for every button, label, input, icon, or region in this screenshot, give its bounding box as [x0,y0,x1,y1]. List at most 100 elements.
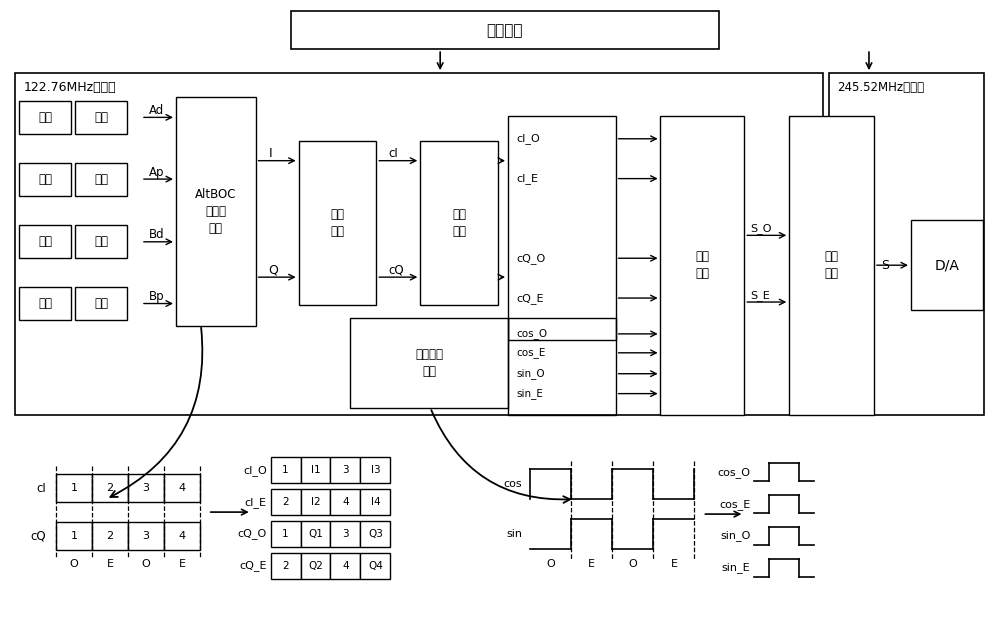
Text: E: E [670,559,677,569]
Text: 245.52MHz时钟域: 245.52MHz时钟域 [837,81,924,94]
Text: Q3: Q3 [368,529,383,539]
Bar [19,101,71,134]
Text: 3: 3 [142,483,149,493]
Text: cQ: cQ [388,264,404,277]
Text: cQ: cQ [31,529,46,542]
Text: 次码: 次码 [38,172,52,185]
Text: 4: 4 [342,497,349,507]
Text: cQ_O: cQ_O [516,253,545,264]
Text: 时钟生成: 时钟生成 [487,23,523,38]
Text: sin_E: sin_E [722,562,750,574]
Text: cQ_E: cQ_E [516,293,543,304]
Bar [360,489,390,515]
Bar [92,522,128,550]
Text: Q4: Q4 [368,561,383,571]
Text: cI_O: cI_O [243,465,267,476]
Bar [360,458,390,483]
Bar [176,97,256,326]
Text: 3: 3 [142,531,149,541]
Text: I1: I1 [311,465,320,476]
Bar [271,489,301,515]
Text: S: S [881,259,889,272]
Bar [164,474,200,502]
Text: cI_E: cI_E [516,173,538,184]
Bar [128,474,164,502]
Text: E: E [588,559,595,569]
Text: 1: 1 [282,465,289,476]
Bar [92,474,128,502]
Bar [271,458,301,483]
Text: cI_E: cI_E [245,497,267,508]
Text: E: E [178,559,185,569]
Bar [75,162,127,195]
Text: S_E: S_E [750,290,770,301]
Text: 中频载波
生成: 中频载波 生成 [415,348,443,378]
Bar [271,553,301,579]
Text: O: O [70,559,79,569]
Bar [164,522,200,550]
Text: 数据: 数据 [38,236,52,248]
Bar [350,318,508,407]
Bar [660,116,744,415]
Text: I2: I2 [311,497,320,507]
Text: cos: cos [503,479,522,489]
Bar [291,11,719,49]
Bar [19,226,71,259]
Text: Bd: Bd [149,228,165,241]
Text: AltBOC
恒包络
生成: AltBOC 恒包络 生成 [195,188,237,235]
Bar [330,521,360,547]
Text: sin_O: sin_O [516,368,545,379]
Bar [75,101,127,134]
Text: 3: 3 [342,529,349,539]
Text: cI: cI [388,147,398,160]
Text: 伪码: 伪码 [94,297,108,310]
Text: 2: 2 [107,531,114,541]
Text: cos_O: cos_O [717,467,750,478]
Text: O: O [628,559,637,569]
Text: S_O: S_O [750,223,772,234]
Bar [330,489,360,515]
Text: 1: 1 [71,483,78,493]
Bar [56,474,92,502]
Bar [301,553,330,579]
Text: 并行
调制: 并行 调制 [695,250,709,280]
Text: 复数
滤波: 复数 滤波 [330,208,344,238]
Text: cQ_E: cQ_E [239,560,267,571]
Text: O: O [142,559,150,569]
Text: 伪码: 伪码 [94,111,108,124]
Text: 1: 1 [282,529,289,539]
Text: 次码: 次码 [38,297,52,310]
Text: sin: sin [506,529,522,539]
Text: 2: 2 [107,483,114,493]
Text: sin_O: sin_O [720,531,750,541]
Bar [829,73,984,415]
Bar [789,116,874,415]
Text: I3: I3 [371,465,380,476]
Text: 低通
滤波: 低通 滤波 [452,208,466,238]
Bar [299,141,376,305]
Bar [301,489,330,515]
Text: 数据: 数据 [38,111,52,124]
Text: 伪码: 伪码 [94,172,108,185]
Text: sin_E: sin_E [516,388,543,399]
Text: I4: I4 [371,497,380,507]
Text: 2: 2 [282,497,289,507]
Text: E: E [107,559,114,569]
Bar [19,287,71,320]
Text: Q: Q [269,264,279,277]
Text: I: I [269,147,272,160]
Text: 伪码: 伪码 [94,236,108,248]
Text: O: O [546,559,555,569]
Bar [75,226,127,259]
Bar [508,318,616,415]
Text: D/A: D/A [934,258,959,272]
Bar [420,141,498,305]
Text: cI_O: cI_O [516,133,540,144]
Text: cos_E: cos_E [516,347,545,358]
Bar [330,458,360,483]
Text: cos_E: cos_E [719,498,750,510]
Text: cI: cI [37,482,46,495]
Bar [301,521,330,547]
Text: 4: 4 [178,531,185,541]
Bar [19,162,71,195]
